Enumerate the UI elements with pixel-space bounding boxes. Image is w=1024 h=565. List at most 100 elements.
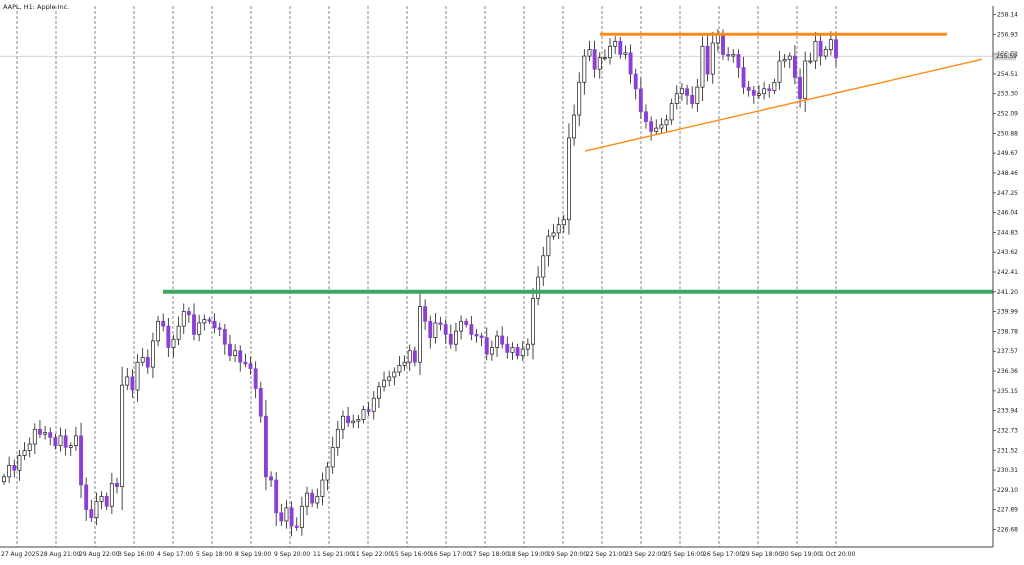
candle-body (356, 419, 361, 422)
candle-body (382, 379, 386, 388)
candle-body (495, 335, 499, 348)
candle-body (335, 428, 340, 448)
candle-body (407, 350, 412, 363)
candle-body (274, 479, 279, 514)
candle-body (731, 54, 736, 57)
x-tick-label: 11 Sep 22:00 (352, 551, 392, 558)
candle-body (279, 512, 284, 522)
drawn-levels[interactable] (163, 32, 993, 294)
candle-body (253, 368, 258, 389)
candle-body (823, 49, 828, 57)
candle-body (525, 343, 530, 350)
candle-body (269, 476, 274, 481)
y-tick-label: 230.31 (997, 467, 1018, 474)
candle-body (263, 415, 268, 478)
candle-body (613, 40, 618, 47)
candle-body (700, 45, 705, 88)
y-tick-label: 248.46 (997, 170, 1018, 177)
candle-body (695, 86, 700, 104)
x-tick-label: 5 Sep 18:00 (196, 551, 232, 558)
candle-body (22, 450, 27, 456)
candle-body (834, 39, 838, 59)
candle-body (120, 384, 125, 487)
x-tick-label: 27 Aug 2025 (1, 551, 40, 558)
candles[interactable] (2, 29, 838, 537)
candle-body (27, 443, 32, 451)
candle-body (186, 311, 191, 316)
y-tick-label: 237.57 (997, 348, 1018, 355)
y-tick-label: 235.15 (997, 388, 1018, 395)
candle-body (418, 306, 422, 363)
x-tick-label: 8 Sep 19:00 (235, 551, 271, 558)
y-tick-label: 244.83 (997, 229, 1018, 236)
candle-body (171, 338, 176, 348)
candle-body (284, 507, 289, 522)
candle-body (197, 322, 202, 335)
x-tick-label: 28 Aug 21:00 (40, 551, 81, 558)
candle-body (705, 45, 710, 75)
candle-body (305, 492, 309, 507)
candle-body (140, 356, 145, 363)
y-tick-label: 239.99 (997, 309, 1018, 316)
candle-body (767, 88, 772, 91)
candle-body (17, 455, 22, 471)
candle-body (412, 350, 417, 363)
candle-body (818, 40, 823, 57)
candle-body (315, 496, 320, 504)
candle-body (7, 464, 12, 478)
candle-body (649, 121, 654, 132)
candle-body (48, 432, 53, 438)
candle-body (813, 40, 818, 62)
candle-body (366, 409, 371, 412)
candle-body (746, 86, 751, 91)
candle-body (161, 320, 166, 327)
candle-body (474, 334, 479, 337)
x-tick-label: 29 Sep 18:00 (742, 551, 782, 558)
candle-body (751, 90, 756, 96)
x-tick-label: 16 Sep 17:00 (430, 551, 470, 558)
candle-body (623, 52, 628, 55)
candle-body (536, 276, 541, 299)
candle-body (145, 356, 150, 368)
y-tick-label: 231.52 (997, 447, 1018, 454)
candle-body (371, 397, 376, 412)
y-tick-label: 226.68 (997, 527, 1018, 534)
candle-body (63, 435, 68, 448)
x-tick-label: 29 Aug 22:00 (79, 551, 120, 558)
candle-body (207, 319, 212, 322)
y-tick-label: 233.94 (997, 408, 1018, 415)
x-tick-label: 18 Sep 19:00 (508, 551, 548, 558)
y-tick-label: 247.25 (997, 190, 1018, 197)
candle-body (299, 505, 304, 528)
candle-body (664, 119, 669, 126)
candle-body (176, 325, 181, 340)
candle-body (351, 420, 356, 424)
y-tick-label: 252.09 (997, 111, 1018, 118)
candle-body (68, 445, 73, 448)
y-tick-label: 249.67 (997, 150, 1018, 157)
candle-body (808, 60, 813, 63)
axes (0, 6, 994, 548)
candle-body (551, 232, 556, 237)
price-tag: 255.59 (994, 52, 1017, 61)
x-tick-label: 22 Sep 21:00 (586, 551, 626, 558)
candle-body (777, 60, 782, 83)
y-tick-label: 241.20 (997, 289, 1018, 296)
candle-body (454, 330, 458, 345)
chart-title: AAPL, H1: Apple Inc. (3, 3, 69, 11)
x-tick-label: 17 Sep 18:00 (469, 551, 509, 558)
candle-body (520, 348, 525, 357)
candle-body (320, 479, 325, 497)
candle-body (638, 88, 643, 113)
candle-body (135, 361, 140, 391)
candle-body (79, 435, 83, 486)
candle-body (566, 137, 571, 221)
candle-body (84, 484, 89, 510)
candle-body (361, 409, 366, 420)
candle-body (572, 114, 577, 139)
candle-body (73, 435, 78, 447)
candle-body (757, 93, 761, 96)
